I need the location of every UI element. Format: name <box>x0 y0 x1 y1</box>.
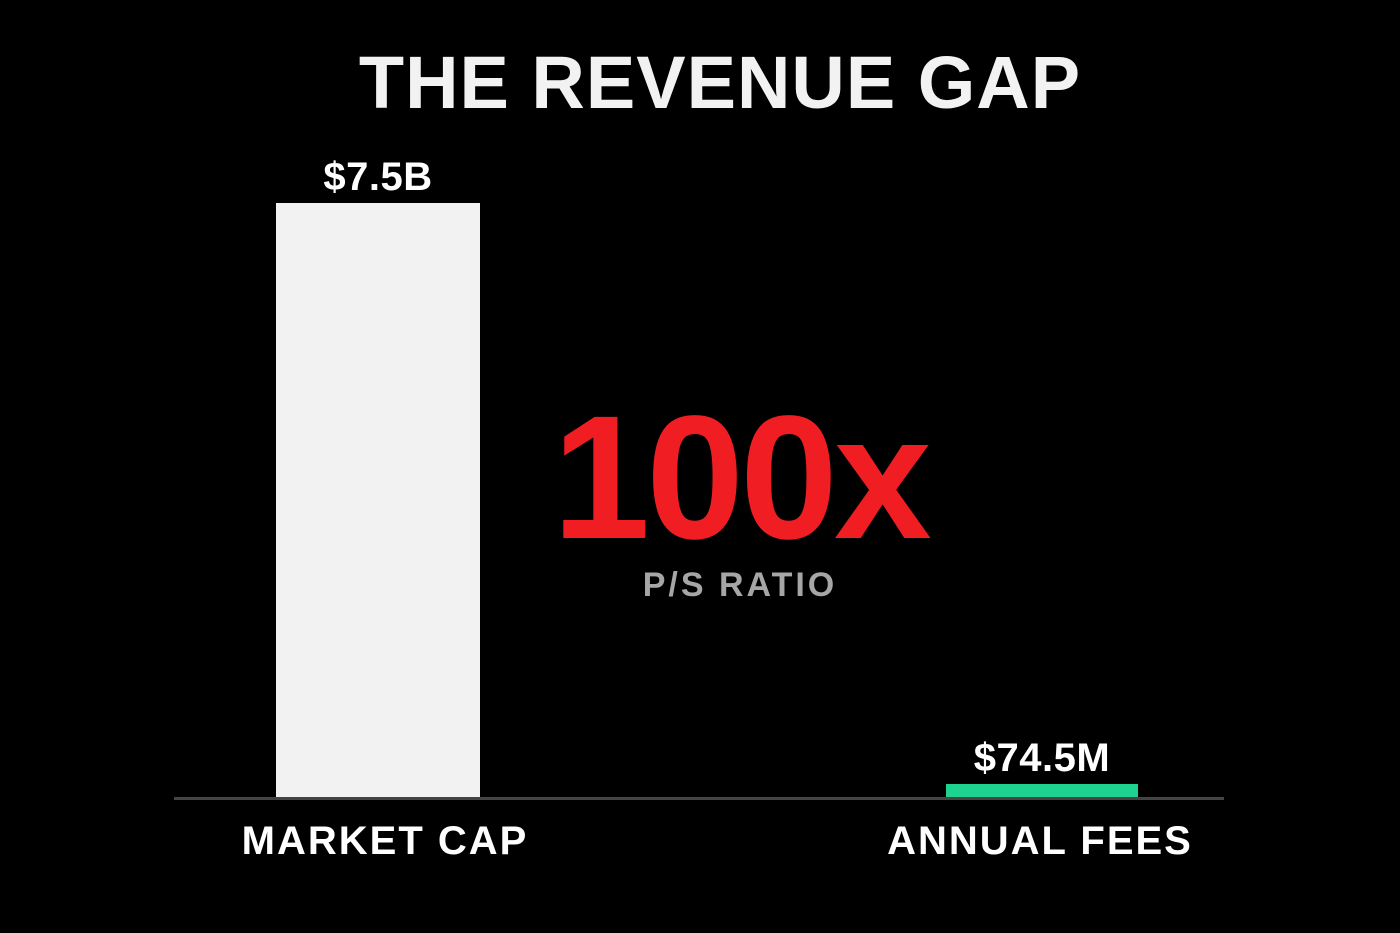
ps-ratio-value: 100x <box>552 380 931 576</box>
annual-fees-value-label: $74.5M <box>974 736 1110 780</box>
chart-title: THE REVENUE GAP <box>359 41 1081 124</box>
category-labels-group: MARKET CAP ANNUAL FEES <box>242 819 1193 863</box>
market-cap-category-label: MARKET CAP <box>242 819 529 863</box>
annual-fees-bar <box>946 784 1138 797</box>
annual-fees-category-label: ANNUAL FEES <box>887 819 1193 863</box>
market-cap-value-label: $7.5B <box>323 155 432 199</box>
ps-ratio-label: P/S RATIO <box>643 566 838 604</box>
bars-group <box>276 203 1138 797</box>
market-cap-bar <box>276 203 480 797</box>
value-labels-group: $7.5B $74.5M <box>323 155 1110 780</box>
